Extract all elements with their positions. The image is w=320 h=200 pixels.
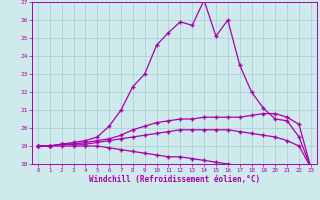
X-axis label: Windchill (Refroidissement éolien,°C): Windchill (Refroidissement éolien,°C) bbox=[89, 175, 260, 184]
